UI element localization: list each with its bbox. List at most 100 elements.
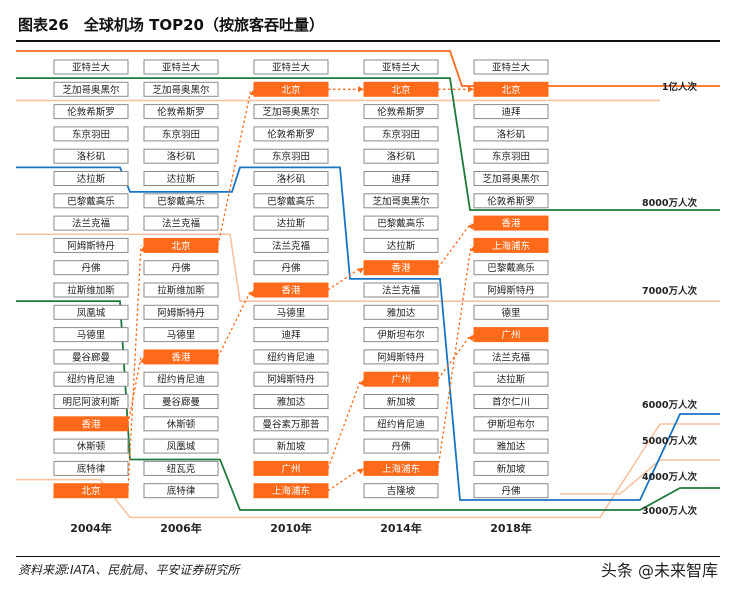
airport-box <box>53 215 129 231</box>
airport-box <box>363 349 439 365</box>
airport-box <box>473 260 549 276</box>
watermark: 头条 @未来智库 <box>600 561 718 580</box>
airport-cell: 纽约肯尼迪 <box>143 371 219 387</box>
airport-label: 阿姆斯特丹 <box>157 307 205 319</box>
airport-box <box>363 416 439 432</box>
airport-cell: 法兰克福 <box>363 282 439 298</box>
airport-label: 东京羽田 <box>72 128 110 140</box>
airport-box <box>53 438 129 454</box>
trend-line-green-top <box>16 77 720 211</box>
airport-cell: 洛杉矶 <box>473 126 549 142</box>
airport-box <box>253 104 329 120</box>
airport-box <box>53 327 129 343</box>
airport-box <box>253 416 329 432</box>
airport-cell: 法兰克福 <box>253 237 329 253</box>
move-link-6 <box>327 267 362 291</box>
airport-cell: 迪拜 <box>473 104 549 120</box>
airport-label: 纽约肯尼迪 <box>267 351 315 363</box>
airport-label: 伦敦希斯罗 <box>377 106 425 118</box>
airport-cell: 达拉斯 <box>253 215 329 231</box>
trend-line-blue <box>16 166 720 501</box>
airport-box <box>253 81 329 97</box>
year-label: 2010年 <box>270 521 312 535</box>
airport-label: 雅加达 <box>387 307 416 319</box>
airport-box <box>53 304 129 320</box>
airport-box <box>473 327 549 343</box>
airport-label: 北京 <box>391 84 410 96</box>
airport-box <box>53 193 129 209</box>
airport-box <box>53 282 129 298</box>
airport-label: 伦敦希斯罗 <box>487 195 535 207</box>
airport-cell: 马德里 <box>143 327 219 343</box>
airport-box <box>253 349 329 365</box>
airport-box <box>253 148 329 164</box>
airport-cell: 丹佛 <box>473 483 549 499</box>
airport-cell: 北京 <box>143 237 219 253</box>
airport-cell: 芝加哥奥黑尔 <box>53 81 129 97</box>
airport-cell: 纽约肯尼迪 <box>363 416 439 432</box>
airport-box <box>143 371 219 387</box>
year-label: 2014年 <box>380 521 422 535</box>
airport-box <box>363 126 439 142</box>
airport-label: 新加坡 <box>387 396 416 408</box>
airport-cell: 亚特兰大 <box>473 59 549 75</box>
airport-label: 明尼阿波利斯 <box>62 396 120 408</box>
airport-box <box>53 394 129 409</box>
airport-label: 亚特兰大 <box>492 62 531 74</box>
airport-box <box>143 148 219 164</box>
airport-label: 伦敦希斯罗 <box>267 128 315 140</box>
airport-label: 阿姆斯特丹 <box>67 240 115 252</box>
airport-cell: 东京羽田 <box>143 126 219 142</box>
airport-cell: 伦敦希斯罗 <box>363 104 439 120</box>
airport-label: 芝加哥奥黑尔 <box>372 195 430 207</box>
airport-cell: 芝加哥奥黑尔 <box>253 104 329 120</box>
airport-box <box>473 371 549 387</box>
airport-cell: 广州 <box>363 371 439 387</box>
airport-label: 底特律 <box>77 463 106 475</box>
airport-box <box>253 327 329 343</box>
airport-cell: 东京羽田 <box>473 148 549 164</box>
airport-cell: 丹佛 <box>253 260 329 276</box>
airport-cell: 亚特兰大 <box>363 59 439 75</box>
airport-label: 伦敦希斯罗 <box>157 106 205 118</box>
airport-label: 东京羽田 <box>492 151 530 163</box>
airport-cell: 广州 <box>473 327 549 343</box>
airport-label: 丹佛 <box>501 485 520 497</box>
airport-label: 伊斯坦布尔 <box>487 418 535 430</box>
airport-box <box>473 193 549 209</box>
airport-label: 芝加哥奥黑尔 <box>152 84 210 96</box>
year-label: 2004年 <box>70 521 112 535</box>
airport-box <box>143 304 219 320</box>
airport-box <box>253 460 329 476</box>
airport-label: 达拉斯 <box>167 173 196 185</box>
airport-label: 丹佛 <box>281 262 300 274</box>
airport-label: 马德里 <box>277 307 306 319</box>
airport-label: 吉隆坡 <box>387 485 416 497</box>
airport-box <box>143 237 219 253</box>
airport-cell: 达拉斯 <box>143 171 219 186</box>
move-arrow-7 <box>468 223 474 230</box>
airport-label: 凤凰城 <box>77 308 106 319</box>
tier-label: 5000万人次 <box>642 435 697 447</box>
airport-label: 迪拜 <box>391 173 411 185</box>
airport-label: 达拉斯 <box>77 173 106 185</box>
airport-cell: 亚特兰大 <box>53 59 129 75</box>
airport-label: 法兰克福 <box>72 218 110 230</box>
move-arrow-9 <box>468 334 474 342</box>
airport-cell: 巴黎戴高乐 <box>363 215 439 231</box>
airport-box <box>143 81 219 97</box>
airport-cell: 广州 <box>253 460 329 476</box>
airport-cell: 曼谷素万那普 <box>253 416 329 432</box>
airport-cell: 巴黎戴高乐 <box>253 193 329 209</box>
airport-label: 休斯顿 <box>77 441 106 453</box>
airport-label: 迪拜 <box>501 106 521 118</box>
move-link-9 <box>437 334 472 380</box>
airport-label: 洛杉矶 <box>167 151 196 163</box>
airport-cell: 休斯顿 <box>143 416 219 432</box>
airport-cell: 达拉斯 <box>363 237 439 253</box>
title-rule <box>16 40 720 42</box>
airport-cell: 达拉斯 <box>53 171 129 186</box>
airport-label: 芝加哥奥黑尔 <box>262 106 320 118</box>
airport-label: 东京羽田 <box>162 128 200 140</box>
airport-cell: 阿姆斯特丹 <box>363 349 439 365</box>
